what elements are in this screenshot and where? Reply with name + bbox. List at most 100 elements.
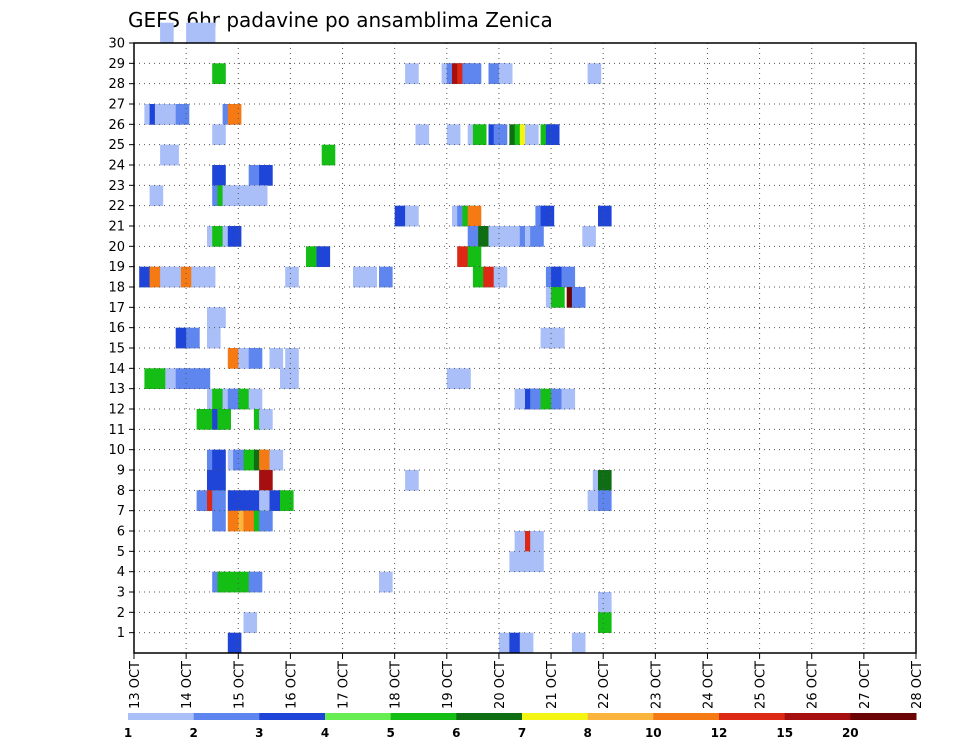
heat-cell xyxy=(212,165,226,186)
legend-label: 10 xyxy=(645,726,662,740)
legend-label: 12 xyxy=(711,726,728,740)
heat-cell xyxy=(175,104,190,125)
heat-cell xyxy=(285,266,299,288)
heat-cell xyxy=(212,470,226,491)
legend-label: 7 xyxy=(518,726,526,740)
x-tick-label: 17 OCT xyxy=(337,661,352,709)
x-tick-label: 23 OCT xyxy=(649,661,664,709)
heat-cell xyxy=(233,185,247,206)
heat-cell xyxy=(509,226,523,247)
y-tick-label: 27 xyxy=(108,98,125,113)
heat-cell xyxy=(269,348,284,369)
y-tick-label: 29 xyxy=(108,57,125,72)
heat-cell xyxy=(259,449,273,471)
legend-label: 2 xyxy=(190,726,198,740)
x-tick-label: 19 OCT xyxy=(441,661,456,709)
heat-cell xyxy=(530,531,544,552)
heat-cell xyxy=(598,470,612,491)
y-tick-label: 10 xyxy=(108,443,125,458)
heat-cell xyxy=(285,368,299,389)
heat-cell xyxy=(253,185,268,206)
legend-swatch xyxy=(522,713,589,720)
legend-swatch xyxy=(784,713,851,720)
heat-cell xyxy=(233,449,247,471)
heat-cell xyxy=(227,104,242,125)
heat-cell xyxy=(530,388,544,410)
heat-cell xyxy=(587,490,602,511)
heat-cell xyxy=(186,327,200,349)
heat-cell xyxy=(139,266,153,288)
y-axis-ticks: 1234567891011121314151617181920212223242… xyxy=(108,37,134,641)
heat-cell xyxy=(405,205,419,227)
heat-cell xyxy=(227,490,242,511)
heat-cell xyxy=(571,632,586,654)
heat-cell xyxy=(514,531,529,552)
heat-cell xyxy=(598,612,612,633)
heat-cell xyxy=(191,22,205,44)
x-tick-label: 21 OCT xyxy=(545,661,560,709)
heat-cell xyxy=(160,266,174,288)
heat-cell xyxy=(259,409,273,430)
x-tick-label: 20 OCT xyxy=(493,661,508,709)
heat-cell xyxy=(415,124,430,145)
heat-cell xyxy=(243,612,258,633)
y-tick-label: 9 xyxy=(117,464,125,479)
heat-cell xyxy=(212,449,226,471)
heat-cell xyxy=(551,388,565,410)
heat-cell xyxy=(201,22,216,44)
heat-cell xyxy=(227,510,242,532)
legend-swatch xyxy=(653,713,720,720)
heat-cell xyxy=(160,22,174,44)
heat-cell xyxy=(222,185,237,206)
heat-cell xyxy=(519,632,534,654)
heat-cell xyxy=(514,388,529,410)
heat-cell xyxy=(243,449,258,471)
y-tick-label: 26 xyxy=(108,118,125,133)
heat-cell xyxy=(530,551,544,572)
heat-cell xyxy=(598,592,612,613)
heat-cell xyxy=(259,470,273,491)
heat-cell xyxy=(571,287,586,308)
heat-cell xyxy=(212,124,226,145)
heat-cell xyxy=(217,409,231,430)
heat-cell xyxy=(212,226,226,247)
heat-cell xyxy=(498,632,513,654)
heat-cell xyxy=(530,226,544,247)
color-legend: 1 2 3 4 5 6 7 8 10 12 15 20 xyxy=(124,713,917,740)
x-tick-label: 27 OCT xyxy=(858,661,873,709)
heat-cell xyxy=(238,571,252,593)
heat-cell xyxy=(540,205,555,227)
y-tick-label: 3 xyxy=(117,586,125,601)
heat-cell xyxy=(519,551,534,572)
heat-cell xyxy=(598,490,612,511)
heat-cell xyxy=(227,226,242,247)
heat-cell xyxy=(170,266,185,288)
heat-cell xyxy=(259,490,273,511)
legend-swatch xyxy=(390,713,457,720)
x-tick-label: 25 OCT xyxy=(754,661,769,709)
heat-cell xyxy=(269,449,284,471)
heat-cell xyxy=(472,266,487,288)
heat-cell xyxy=(525,124,539,145)
heat-cell xyxy=(467,226,482,247)
x-tick-label: 22 OCT xyxy=(597,661,612,709)
y-tick-label: 30 xyxy=(108,37,125,52)
heat-cell xyxy=(379,266,393,288)
x-axis-ticks: 13 OCT 14 OCT 15 OCT 16 OCT 17 OCT 18 OCT 19 O… xyxy=(128,653,925,709)
heat-cell xyxy=(207,327,221,349)
y-tick-label: 28 xyxy=(108,77,125,92)
heat-cell xyxy=(472,124,487,145)
y-tick-label: 1 xyxy=(117,626,125,641)
heat-cell xyxy=(467,205,482,227)
heat-cell xyxy=(238,388,252,410)
heat-cell xyxy=(446,368,461,389)
heat-cell xyxy=(248,571,263,593)
heat-cell xyxy=(509,551,523,572)
y-tick-label: 12 xyxy=(108,403,125,418)
heat-cell xyxy=(165,144,179,166)
heat-cell xyxy=(196,409,211,430)
legend-swatch xyxy=(193,713,260,720)
grid-lines xyxy=(134,42,916,653)
x-tick-label: 28 OCT xyxy=(910,661,925,709)
